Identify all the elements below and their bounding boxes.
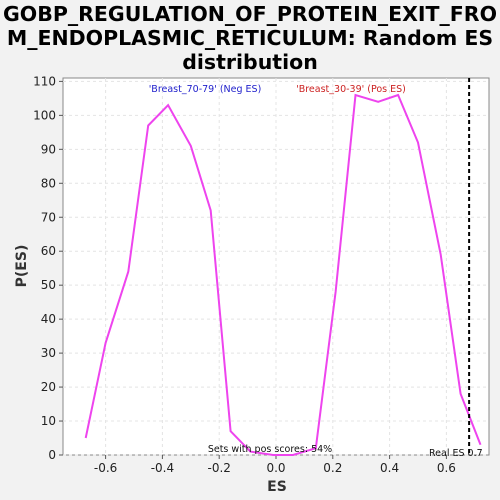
y-tick-label: 40 bbox=[41, 312, 56, 326]
y-tick-label: 60 bbox=[41, 244, 56, 258]
y-tick-label: 10 bbox=[41, 414, 56, 428]
neg-es-label: 'Breast_70-79' (Neg ES) bbox=[149, 84, 262, 95]
x-tick-label: 0.6 bbox=[437, 461, 456, 475]
real-es-label: Real ES 0.7 bbox=[429, 448, 483, 459]
y-tick-label: 110 bbox=[33, 74, 56, 88]
x-tick-label: 0.2 bbox=[323, 461, 342, 475]
x-tick-label: -0.6 bbox=[94, 461, 117, 475]
chart-title-line-2: M_ENDOPLASMIC_RETICULUM: Random ES bbox=[6, 26, 494, 50]
x-tick-label: -0.4 bbox=[151, 461, 174, 475]
series-line bbox=[84, 93, 482, 456]
chart-title-line-3: distribution bbox=[182, 50, 318, 74]
chart-title-line-1: GOBP_REGULATION_OF_PROTEIN_EXIT_FRO bbox=[2, 2, 498, 26]
y-tick-label: 100 bbox=[33, 108, 56, 122]
pos-scores-label: Sets with pos scores: 54% bbox=[208, 444, 332, 455]
x-tick-label: 0.0 bbox=[266, 461, 285, 475]
y-axis-label: P(ES) bbox=[14, 245, 30, 288]
y-tick-label: 20 bbox=[41, 380, 56, 394]
x-tick-label: -0.2 bbox=[207, 461, 230, 475]
y-tick-label: 80 bbox=[41, 176, 56, 190]
x-axis-label: ES bbox=[267, 479, 287, 495]
y-tick-label: 50 bbox=[41, 278, 56, 292]
x-tick-label: 0.4 bbox=[380, 461, 399, 475]
chart-title: GOBP_REGULATION_OF_PROTEIN_EXIT_FRO M_EN… bbox=[0, 0, 500, 74]
axes: 0 10 20 30 40 50 60 70 80 90 100 110 -0.6 -0.4 -0.2 0.0… bbox=[33, 74, 456, 475]
y-tick-label: 0 bbox=[48, 448, 56, 462]
y-tick-label: 30 bbox=[41, 346, 56, 360]
pos-es-label: 'Breast_30-39' (Pos ES) bbox=[296, 84, 406, 95]
y-tick-label: 90 bbox=[41, 142, 56, 156]
y-tick-label: 70 bbox=[41, 210, 56, 224]
